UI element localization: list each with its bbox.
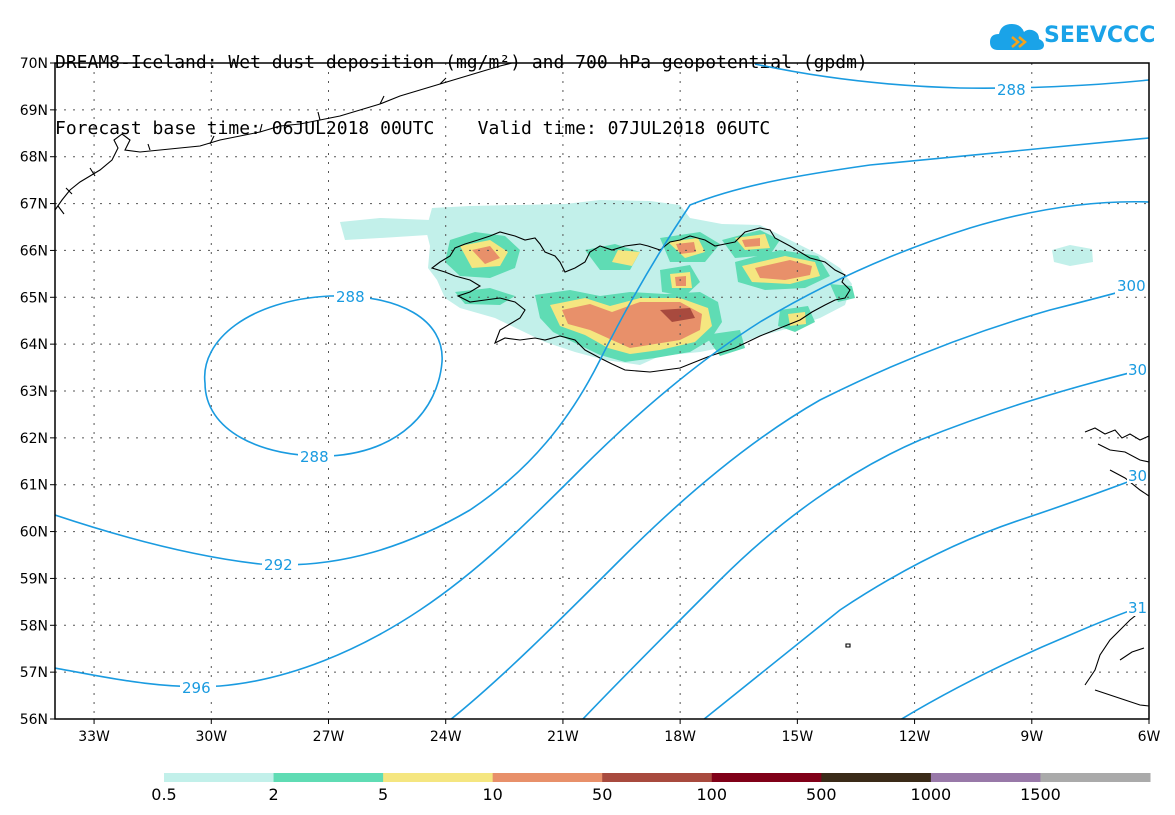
faroe-islands xyxy=(845,643,851,648)
cloud-icon xyxy=(990,24,1044,50)
latitude-label: 61N xyxy=(20,478,48,494)
coastlines xyxy=(55,63,1149,707)
contour-300 xyxy=(449,283,1149,719)
latitude-label: 69N xyxy=(20,103,48,119)
contour-label: 296 xyxy=(182,679,211,697)
graticule xyxy=(55,63,1149,719)
latitude-label: 57N xyxy=(20,665,48,681)
contour-312 xyxy=(900,603,1149,719)
legend-label: 1000 xyxy=(911,785,952,804)
seevccc-logo: SEEVCCC xyxy=(990,20,1160,56)
contour-296 xyxy=(55,200,1149,688)
longitude-label: 27W xyxy=(313,729,345,745)
legend-label: 1500 xyxy=(1020,785,1061,804)
longitude-label: 21W xyxy=(547,729,579,745)
latitude-label: 58N xyxy=(20,618,48,634)
legend-swatch xyxy=(383,773,494,782)
legend-swatch xyxy=(930,773,1041,782)
contour-labels: 288 288 288 292 296 300 30 30 31 xyxy=(180,79,1149,697)
logo-text: SEEVCCC xyxy=(1044,23,1156,48)
contour-label: 288 xyxy=(300,448,329,466)
latitude-label: 60N xyxy=(20,525,48,541)
contour-label: 292 xyxy=(264,556,293,574)
norway-coast xyxy=(1084,427,1149,497)
latitude-label: 65N xyxy=(20,290,48,306)
latitude-label: 70N xyxy=(20,56,48,72)
contour-292 xyxy=(55,137,1149,566)
latitude-label: 67N xyxy=(20,197,48,213)
greenland-fjords xyxy=(57,77,447,215)
legend-label: 100 xyxy=(697,785,728,804)
longitude-label: 33W xyxy=(78,729,110,745)
contour-label: 30 xyxy=(1128,361,1147,379)
legend-swatch xyxy=(273,773,384,782)
contour-304 xyxy=(581,367,1149,719)
longitude-label: 18W xyxy=(664,729,696,745)
legend-label: 10 xyxy=(482,785,502,804)
legend-swatch xyxy=(602,773,713,782)
legend-label: 50 xyxy=(592,785,612,804)
longitude-label: 6W xyxy=(1138,729,1161,745)
contour-label: 300 xyxy=(1117,277,1146,295)
greenland-coast xyxy=(55,63,513,211)
contour-288-low xyxy=(203,295,443,457)
legend-label: 0.5 xyxy=(151,785,176,804)
title-line-2: Forecast base time: 06JUL2018 00UTC Vali… xyxy=(55,118,771,139)
iceland-coast xyxy=(430,227,851,373)
legend-swatch xyxy=(711,773,822,782)
latitude-label: 66N xyxy=(20,243,48,259)
contour-288-north xyxy=(754,63,1149,89)
contour-label: 31 xyxy=(1128,599,1147,617)
map-frame xyxy=(54,62,1150,720)
legend-swatch xyxy=(164,773,275,782)
latitude-label: 59N xyxy=(20,571,48,587)
legend-swatch xyxy=(821,773,932,782)
latitude-label: 68N xyxy=(20,150,48,166)
latitude-label: 62N xyxy=(20,431,48,447)
geopotential-contours xyxy=(55,63,1149,719)
longitude-label: 9W xyxy=(1020,729,1043,745)
legend-swatch xyxy=(1040,773,1151,782)
contour-308 xyxy=(702,473,1149,719)
longitude-label: 24W xyxy=(430,729,462,745)
legend-label: 5 xyxy=(378,785,388,804)
latitude-label: 64N xyxy=(20,337,48,353)
longitude-label: 15W xyxy=(782,729,814,745)
legend-label: 500 xyxy=(806,785,837,804)
latitude-label: 56N xyxy=(20,712,48,728)
contour-label: 288 xyxy=(997,81,1026,99)
dust-level-50 xyxy=(660,308,695,322)
legend-label: 2 xyxy=(268,785,278,804)
longitude-label: 30W xyxy=(195,729,227,745)
contour-label: 288 xyxy=(336,288,365,306)
longitude-label: 12W xyxy=(899,729,931,745)
latitude-labels: 70N 69N 68N 67N 66N 65N 64N 63N 62N 61N 60N 59N 58N 5… xyxy=(20,56,55,728)
longitude-labels: 33W 30W 27W 24W 21W 18W 15W 12W 9W 6W xyxy=(78,719,1161,745)
contour-label: 30 xyxy=(1128,467,1147,485)
color-legend: 0.5 2 5 10 50 100 500 1000 1500 xyxy=(151,773,1151,804)
latitude-label: 63N xyxy=(20,384,48,400)
scotland-coast xyxy=(1084,605,1149,707)
legend-swatch xyxy=(492,773,603,782)
